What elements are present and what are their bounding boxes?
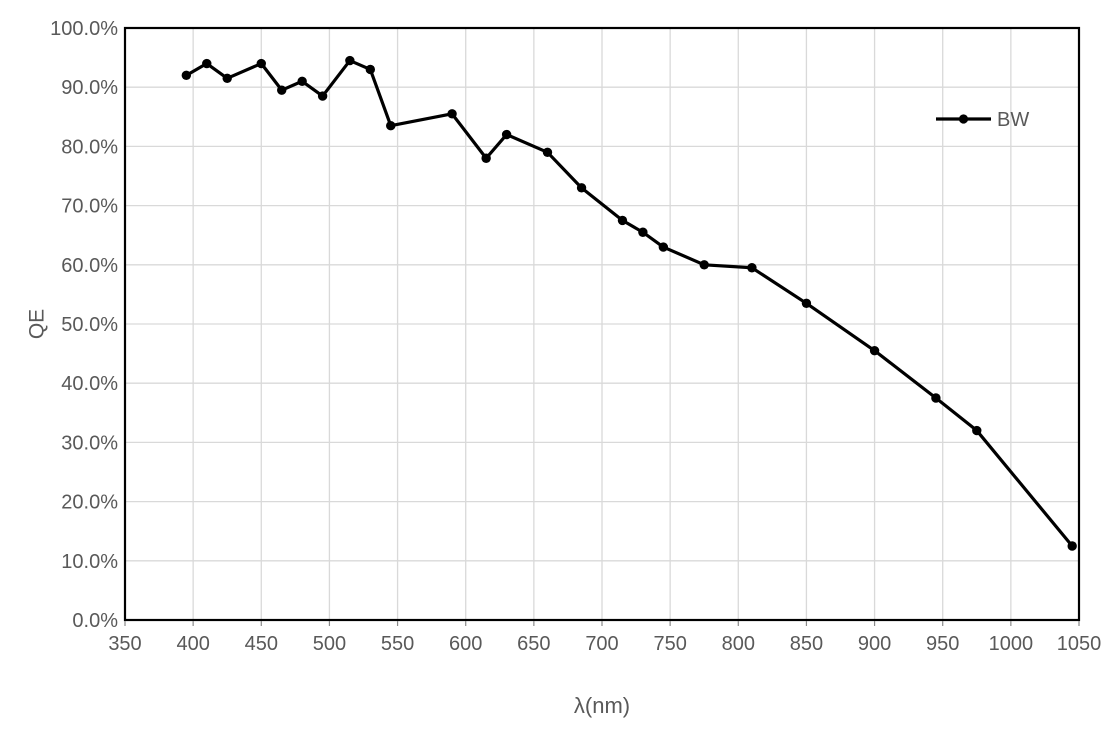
data-point: [345, 55, 355, 66]
x-tick-label: 350: [108, 633, 141, 655]
data-point: [365, 64, 376, 75]
y-tick-label: 40.0%: [61, 373, 118, 395]
data-point: [747, 263, 757, 273]
y-tick-label: 100.0%: [50, 18, 118, 40]
data-point: [801, 298, 812, 308]
y-tick-label: 60.0%: [61, 255, 118, 277]
y-axis-title: QE: [25, 309, 48, 339]
data-point: [317, 91, 328, 101]
y-tick-label: 80.0%: [61, 136, 118, 158]
series-line: [184, 58, 1074, 548]
x-tick-label: 650: [517, 633, 550, 655]
data-point: [256, 58, 266, 69]
legend-marker-circle: [958, 114, 969, 124]
series-bw: [181, 55, 1077, 551]
data-point: [658, 242, 669, 252]
x-tick-label: 850: [790, 633, 823, 655]
data-point: [181, 70, 192, 81]
y-tick-label: 20.0%: [61, 492, 118, 514]
data-point: [931, 393, 941, 403]
x-axis-tick-labels: 350 400 450 500 550 600 650 700 750 800 850 900 950 1…: [108, 633, 1101, 655]
data-point: [638, 227, 648, 237]
y-tick-label: 50.0%: [61, 314, 118, 336]
x-tick-label: 750: [653, 633, 686, 655]
x-axis-tick-marks: [124, 621, 1080, 626]
data-point: [699, 260, 709, 270]
data-point: [972, 425, 982, 436]
x-tick-label: 1000: [989, 633, 1034, 655]
y-tick-label: 0.0%: [72, 610, 118, 632]
x-tick-label: 450: [245, 633, 278, 655]
data-point: [386, 120, 396, 131]
data-point: [542, 147, 553, 158]
x-tick-label: 700: [585, 633, 618, 655]
x-tick-label: 600: [449, 633, 482, 655]
data-point: [447, 109, 457, 119]
x-tick-label: 800: [722, 633, 755, 655]
x-axis-title: λ(nm): [574, 693, 630, 718]
data-point: [277, 85, 287, 95]
data-point: [576, 183, 587, 193]
legend: BW: [936, 109, 1029, 131]
gridlines: [125, 28, 1079, 620]
data-point: [869, 345, 880, 356]
x-tick-label: 550: [381, 633, 414, 655]
x-tick-label: 900: [858, 633, 891, 655]
x-tick-label: 1050: [1057, 633, 1102, 655]
data-point: [222, 73, 232, 84]
legend-label-bw: BW: [997, 109, 1029, 131]
y-tick-label: 90.0%: [61, 77, 118, 99]
data-point: [202, 58, 212, 69]
data-point: [1067, 541, 1077, 551]
data-point: [501, 129, 512, 140]
y-axis-tick-labels: 0.0% 10.0% 20.0% 30.0% 40.0% 50.0% 60.0% 70.0% 8…: [50, 18, 118, 632]
x-tick-label: 950: [926, 633, 959, 655]
y-tick-label: 70.0%: [61, 196, 118, 218]
data-point: [297, 76, 307, 86]
y-tick-label: 30.0%: [61, 432, 118, 454]
data-point: [481, 153, 491, 163]
plot-border: [123, 26, 1081, 622]
x-tick-label: 400: [176, 633, 209, 655]
x-tick-label: 500: [313, 633, 346, 655]
data-point: [617, 215, 628, 226]
y-tick-label: 10.0%: [61, 551, 118, 573]
